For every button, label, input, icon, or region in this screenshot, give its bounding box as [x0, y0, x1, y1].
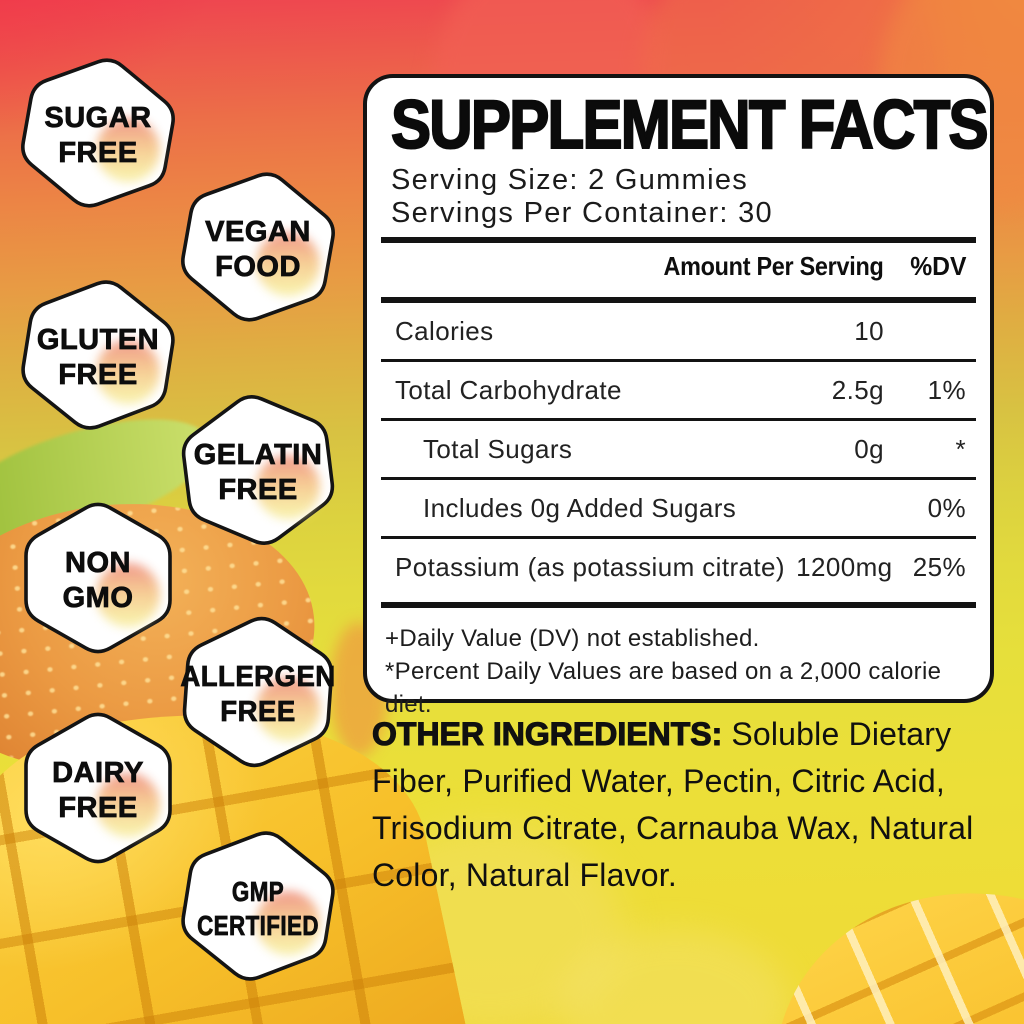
rule	[381, 477, 976, 480]
badge-label: SUGAR FREE	[22, 58, 174, 214]
badge-glow	[96, 773, 160, 837]
rule	[381, 297, 976, 303]
badge-glow	[256, 677, 320, 741]
badge-line: FREE	[58, 792, 138, 825]
rule	[381, 359, 976, 362]
nutrient-amount: 2.5g	[831, 374, 884, 405]
badge-line: GLUTEN	[36, 323, 160, 356]
badge-gmp-certified: GMP CERTIFIED	[181, 825, 335, 987]
table-row: Calories 10	[381, 303, 976, 359]
badge-label: DAIRY FREE	[22, 713, 174, 869]
serving-size: Serving Size: 2 Gummies	[391, 164, 749, 196]
badge-label: GMP CERTIFIED	[197, 831, 319, 987]
badge-line: NON	[65, 546, 131, 579]
badge-glow	[96, 340, 160, 404]
badge-line: SUGAR	[44, 101, 152, 134]
badge-vegan-food: VEGAN FOOD	[181, 166, 335, 328]
nutrient-amount: 0g	[854, 433, 884, 464]
table-header: Amount Per Serving %DV	[381, 243, 976, 290]
nutrient-name: Total Sugars	[423, 433, 573, 464]
rule	[381, 602, 976, 608]
badge-dairy-free: DAIRY FREE	[22, 707, 174, 869]
other-ingredients: OTHER INGREDIENTS: Soluble Dietary Fiber…	[371, 711, 1020, 899]
rule	[381, 418, 976, 421]
nutrient-name: Includes 0g Added Sugars	[423, 492, 737, 523]
other-ingredients-label: OTHER INGREDIENTS:	[371, 715, 723, 752]
rule	[381, 237, 976, 243]
supplement-facts-panel: SUPPLEMENT FACTS Serving Size: 2 Gummies…	[363, 74, 994, 718]
badge-line: ALLERGEN	[180, 660, 336, 693]
other-ingredients-text: Soluble Dietary Fiber, Purified Water, P…	[372, 716, 974, 893]
badge-label: ALLERGEN FREE	[180, 617, 336, 773]
badge-label: GLUTEN FREE	[22, 280, 174, 436]
badge-glow	[256, 232, 320, 296]
badge-line: FREE	[58, 359, 138, 392]
badge-non-gmo: NON GMO	[22, 497, 174, 659]
table-row: Potassium (as potassium citrate) 1200mg …	[381, 539, 976, 595]
badge-line: FREE	[58, 137, 138, 170]
footnote-percent-daily-values: *Percent Daily Values are based on a 2,0…	[385, 658, 942, 718]
nutrient-amount: 1200mg	[796, 551, 893, 582]
nutrient-name: Calories	[395, 315, 494, 346]
badge-label: GELATIN FREE	[182, 395, 334, 551]
panel-title: SUPPLEMENT FACTS	[390, 86, 989, 163]
badge-glow	[256, 455, 320, 519]
badge-line: VEGAN	[205, 215, 311, 248]
badge-gelatin-free: GELATIN FREE	[181, 389, 335, 551]
badge-line: GELATIN	[193, 438, 323, 471]
nutrient-dv: 1%	[927, 374, 966, 405]
nutrient-name: Potassium (as potassium citrate)	[395, 551, 785, 582]
nutrient-dv: 25%	[912, 551, 966, 582]
badge-glow	[256, 891, 320, 955]
table-row: Total Carbohydrate 2.5g 1%	[381, 362, 976, 418]
badge-line: GMP	[231, 875, 285, 907]
badge-line: FREE	[220, 696, 296, 729]
nutrient-amount: 10	[854, 315, 884, 346]
badge-label: NON GMO	[22, 503, 174, 659]
badge-line: GMO	[62, 582, 134, 615]
nutrient-name: Total Carbohydrate	[395, 374, 622, 405]
badge-allergen-free: ALLERGEN FREE	[180, 611, 336, 773]
rule	[381, 536, 976, 539]
footnotes: +Daily Value (DV) not established. *Perc…	[385, 622, 976, 721]
footnote-dv-not-established: +Daily Value (DV) not established.	[385, 625, 760, 652]
servings-per-container: Servings Per Container: 30	[391, 197, 773, 229]
badge-label: VEGAN FOOD	[182, 172, 334, 328]
badge-gluten-free: GLUTEN FREE	[21, 274, 175, 436]
table-row: Includes 0g Added Sugars 0%	[381, 480, 976, 536]
nutrient-dv: *	[955, 433, 966, 464]
badge-line: FOOD	[215, 251, 301, 284]
badge-line: FREE	[218, 474, 298, 507]
table-row: Total Sugars 0g *	[381, 421, 976, 477]
badge-line: CERTIFIED	[197, 910, 319, 942]
badge-glow	[96, 118, 160, 182]
amount-column-header: Amount Per Serving	[663, 251, 884, 281]
dv-column-header: %DV	[910, 251, 967, 281]
badge-line: DAIRY	[52, 756, 144, 789]
badge-sugar-free: SUGAR FREE	[21, 52, 175, 214]
badge-glow	[96, 563, 160, 627]
nutrient-dv: 0%	[927, 492, 966, 523]
